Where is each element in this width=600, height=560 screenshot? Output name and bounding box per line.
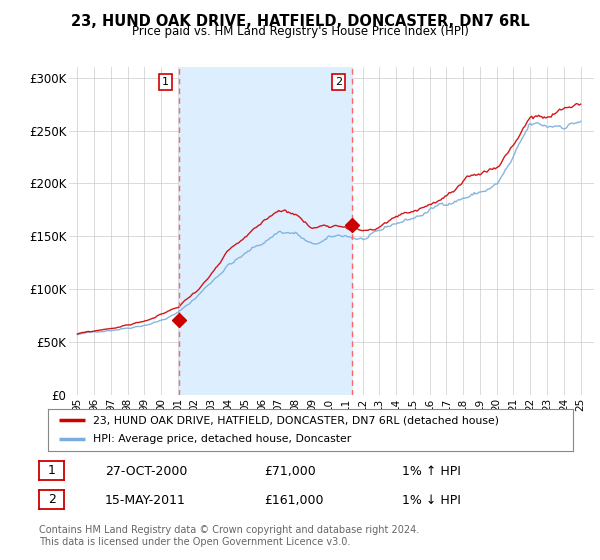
Bar xyxy=(179,67,352,395)
Text: 2: 2 xyxy=(335,77,342,87)
Text: 1: 1 xyxy=(162,77,169,87)
Text: Contains HM Land Registry data © Crown copyright and database right 2024.
This d: Contains HM Land Registry data © Crown c… xyxy=(39,525,419,547)
Text: £71,000: £71,000 xyxy=(264,465,316,478)
Text: 23, HUND OAK DRIVE, HATFIELD, DONCASTER, DN7 6RL: 23, HUND OAK DRIVE, HATFIELD, DONCASTER,… xyxy=(71,14,529,29)
Text: HPI: Average price, detached house, Doncaster: HPI: Average price, detached house, Donc… xyxy=(92,435,351,445)
Text: Price paid vs. HM Land Registry's House Price Index (HPI): Price paid vs. HM Land Registry's House … xyxy=(131,25,469,38)
Text: 2: 2 xyxy=(47,493,56,506)
Text: 23, HUND OAK DRIVE, HATFIELD, DONCASTER, DN7 6RL (detached house): 23, HUND OAK DRIVE, HATFIELD, DONCASTER,… xyxy=(92,415,499,425)
Text: £161,000: £161,000 xyxy=(264,493,323,507)
Text: 1% ↓ HPI: 1% ↓ HPI xyxy=(402,493,461,507)
Text: 1% ↑ HPI: 1% ↑ HPI xyxy=(402,465,461,478)
Text: 15-MAY-2011: 15-MAY-2011 xyxy=(105,493,186,507)
Text: 1: 1 xyxy=(47,464,56,478)
Text: 27-OCT-2000: 27-OCT-2000 xyxy=(105,465,187,478)
